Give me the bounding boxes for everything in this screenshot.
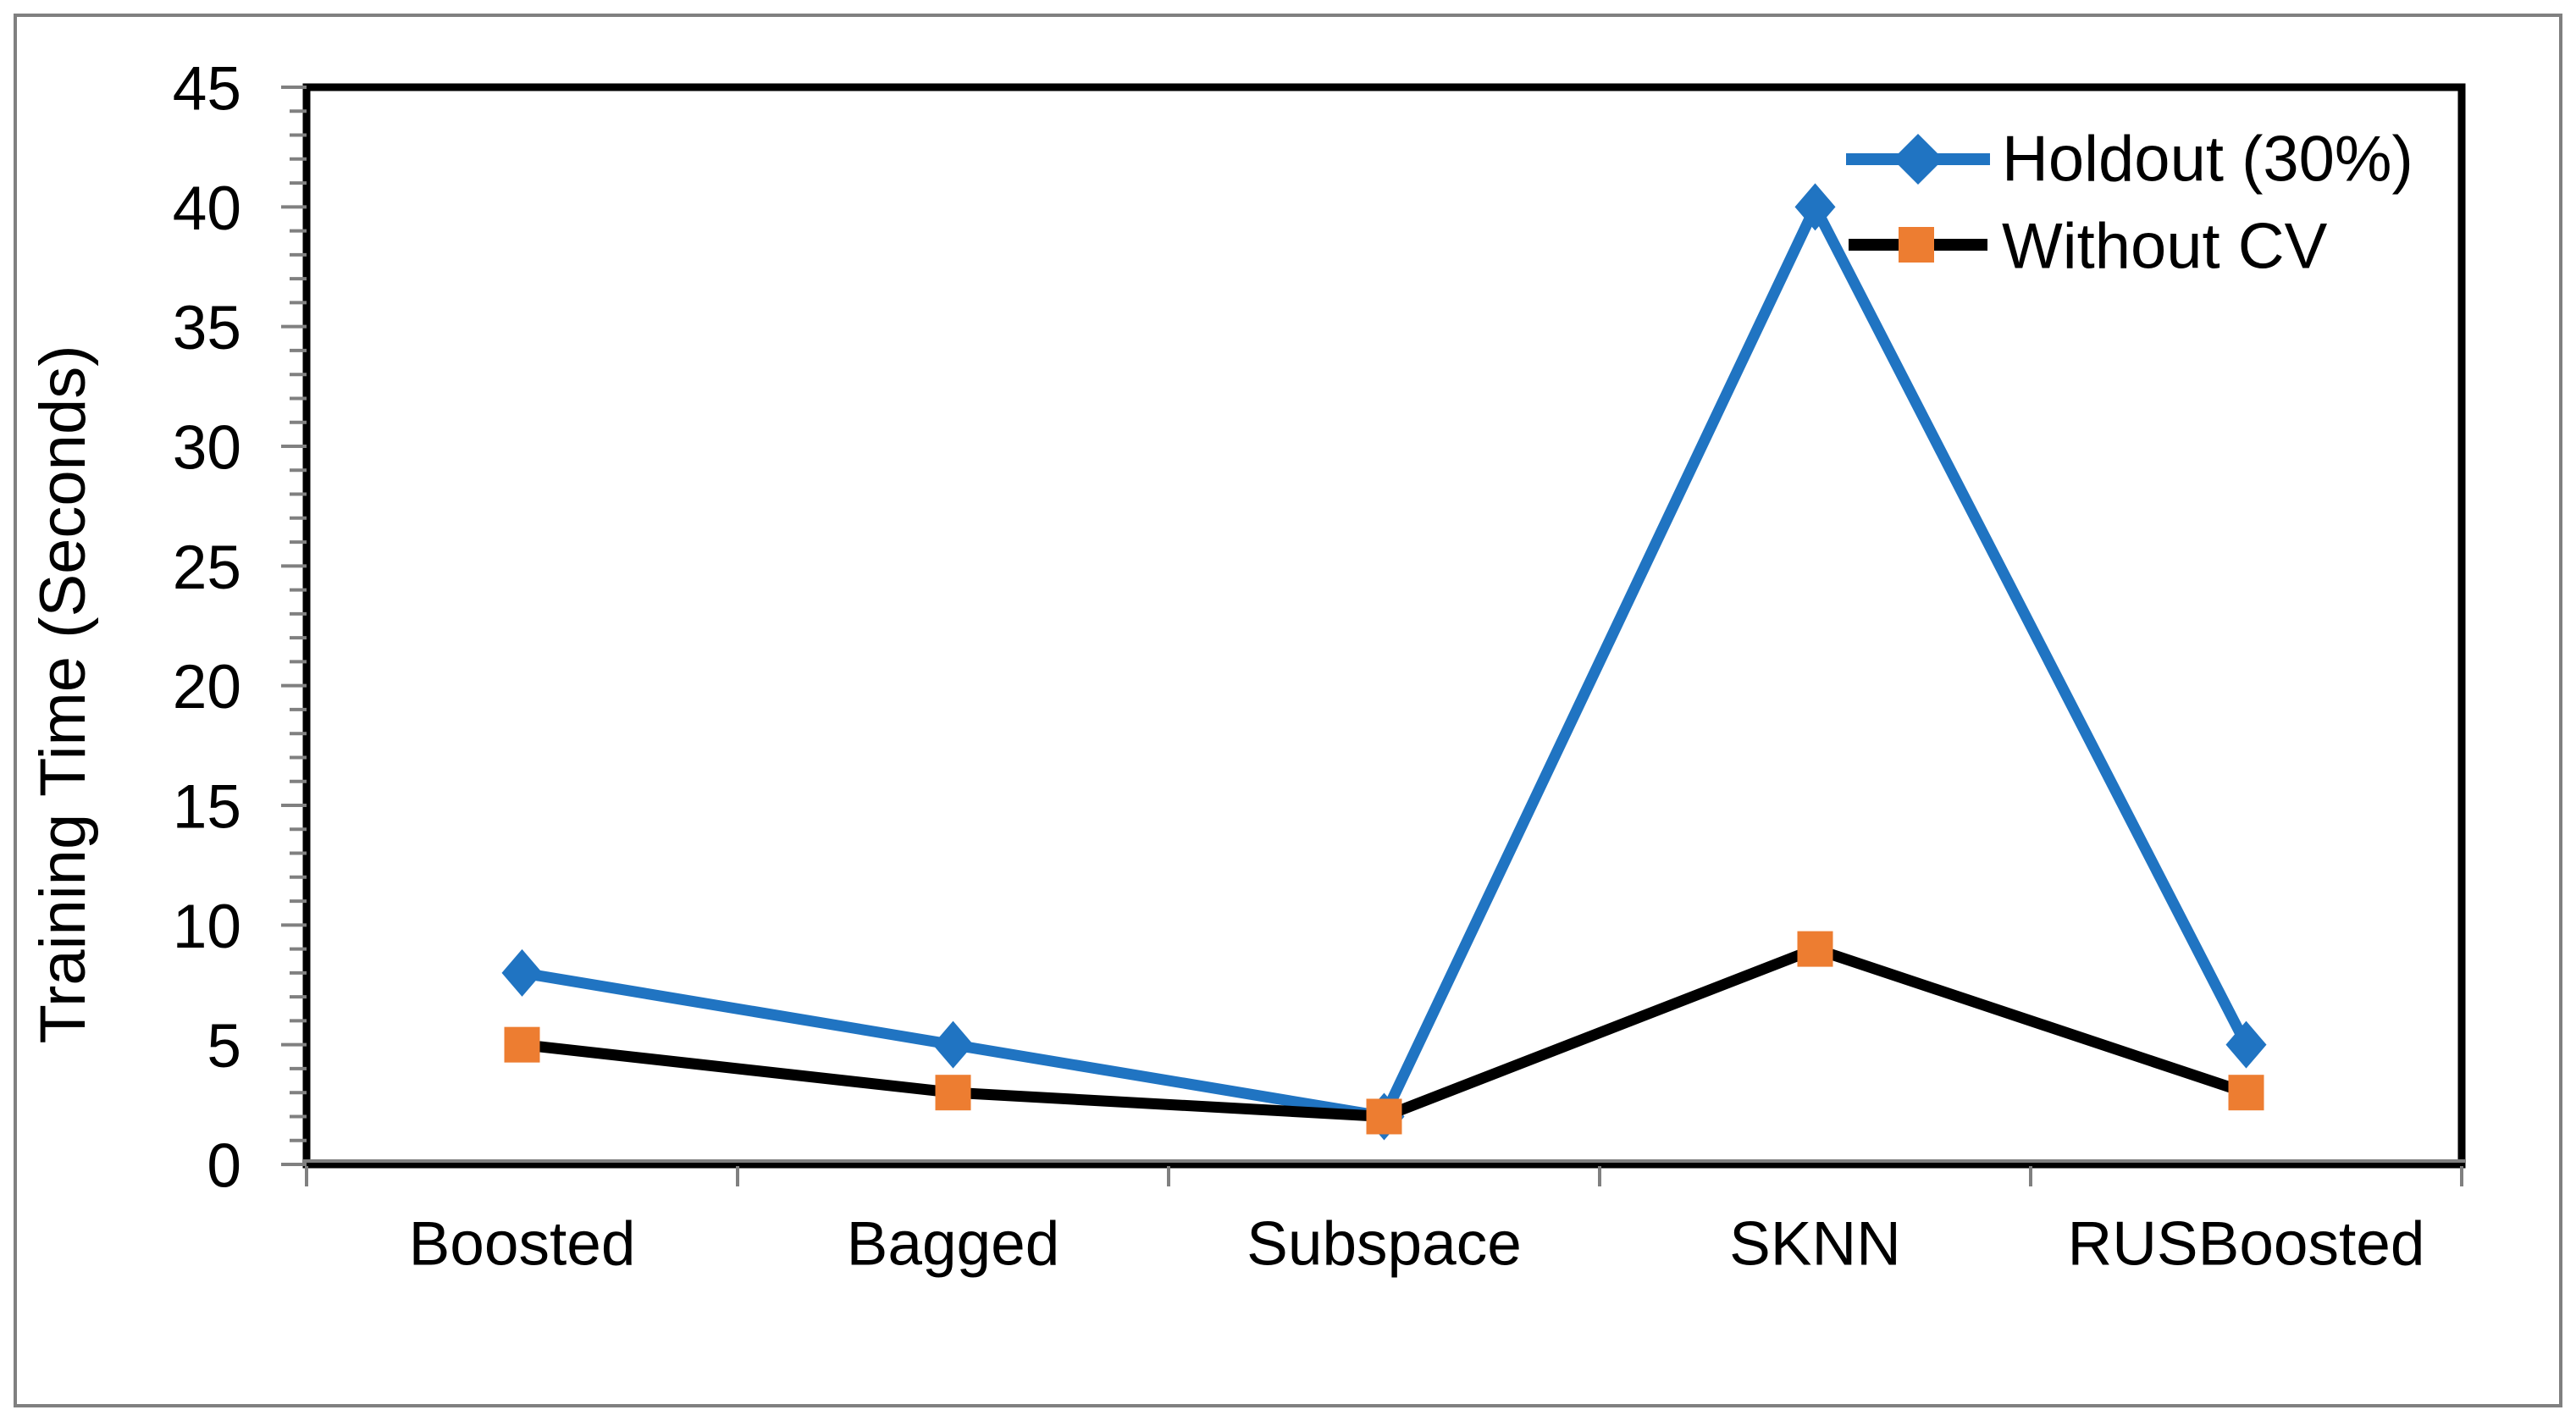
data-point-square <box>504 1026 540 1063</box>
legend: Holdout (30%) Without CV <box>1846 124 2413 283</box>
y-tick-label: 30 <box>173 414 241 483</box>
y-tick-label: 20 <box>173 653 241 722</box>
x-category-label: RUSBoosted <box>2068 1210 2425 1279</box>
x-axis-tick-labels: Boosted Bagged Subspace SKNN RUSBoosted <box>409 1210 2425 1279</box>
y-tick-label: 15 <box>173 773 241 842</box>
data-point-diamond <box>501 948 543 997</box>
legend-label-without-cv: Without CV <box>2002 211 2328 283</box>
x-category-label: SKNN <box>1729 1210 1901 1279</box>
data-point-square <box>935 1075 971 1111</box>
data-point-diamond <box>2225 1020 2267 1069</box>
data-point-diamond <box>1794 183 1836 231</box>
y-axis-ticks <box>281 86 307 1166</box>
legend-label-holdout: Holdout (30%) <box>2002 124 2413 196</box>
data-point-diamond <box>932 1020 974 1069</box>
plot-area-border <box>302 83 2466 1169</box>
y-axis-tick-labels: 0 5 10 15 20 25 30 35 40 45 <box>173 55 241 1201</box>
y-tick-label: 5 <box>207 1012 241 1081</box>
y-tick-label: 35 <box>173 294 241 362</box>
y-tick-label: 40 <box>173 174 241 243</box>
figure-outer-border <box>14 14 2562 1407</box>
x-category-label: Subspace <box>1247 1210 1522 1279</box>
series-lines <box>501 183 2267 1141</box>
y-axis-title: Training Time (Seconds) <box>27 345 99 1043</box>
data-point-square <box>1797 931 1833 967</box>
y-tick-label: 25 <box>173 534 241 602</box>
data-point-square <box>2228 1075 2264 1111</box>
y-tick-label: 0 <box>207 1132 241 1201</box>
x-category-label: Boosted <box>409 1210 636 1279</box>
y-tick-label: 10 <box>173 893 241 961</box>
legend-marker-square-icon <box>1899 227 1934 263</box>
x-category-label: Bagged <box>847 1210 1060 1279</box>
data-point-square <box>1366 1098 1402 1135</box>
legend-marker-diamond-icon <box>1893 134 1943 185</box>
y-tick-label: 45 <box>173 55 241 124</box>
x-axis-ticks <box>305 1166 2463 1186</box>
